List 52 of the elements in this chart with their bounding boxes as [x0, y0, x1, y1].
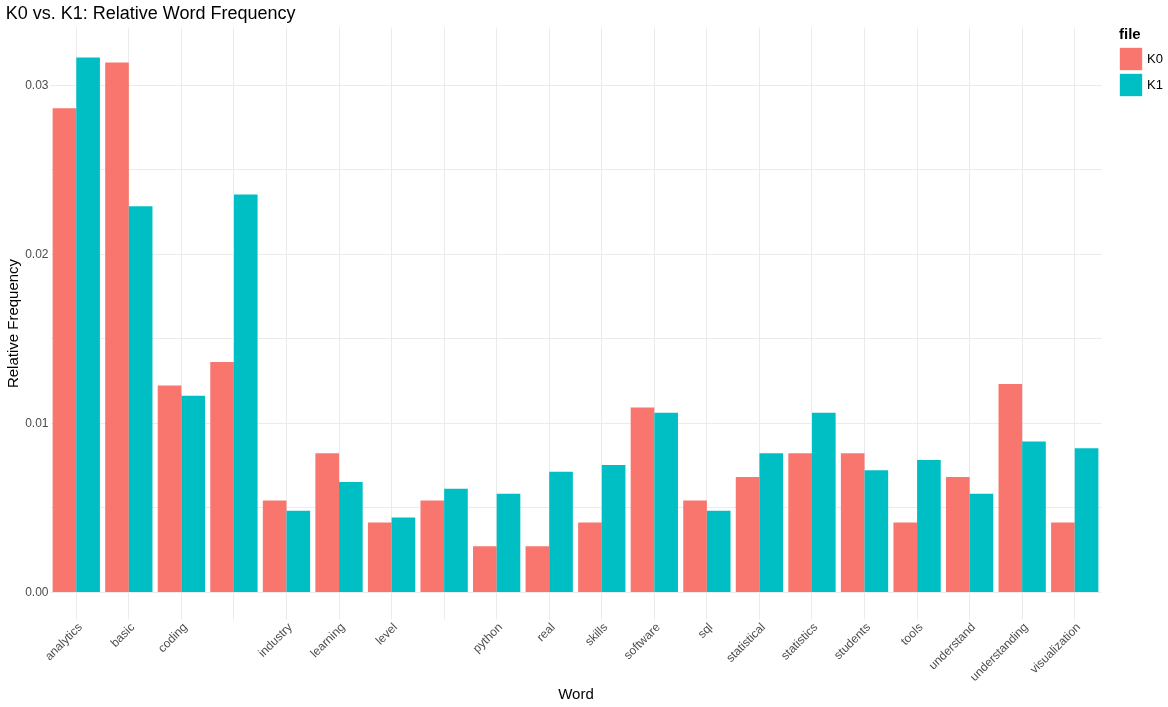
- bar: [286, 510, 311, 592]
- bar: [969, 493, 994, 592]
- bar: [654, 412, 678, 592]
- bar: [181, 395, 206, 592]
- bar: [233, 194, 258, 592]
- bar: [473, 546, 497, 592]
- bar: [601, 465, 626, 592]
- legend-title: file: [1119, 25, 1141, 42]
- y-tick-label: 0.03: [25, 78, 49, 93]
- bar: [759, 453, 784, 592]
- bar: [52, 108, 77, 592]
- bar: [128, 206, 153, 592]
- bar: [788, 453, 812, 592]
- bar: [840, 453, 865, 592]
- bar: [391, 517, 416, 592]
- y-tick-label: 0.01: [25, 416, 49, 431]
- bar: [157, 385, 182, 592]
- y-tick-label: 0.02: [25, 247, 49, 262]
- bar: [444, 488, 468, 592]
- bar: [262, 500, 287, 592]
- bar: [811, 412, 836, 592]
- bar: [998, 383, 1023, 592]
- bar: [210, 361, 234, 592]
- bar: [339, 481, 363, 592]
- y-axis-title: Relative Frequency: [4, 258, 22, 389]
- bar: [917, 460, 941, 592]
- bar: [578, 522, 602, 592]
- y-tick-label: 0.00: [25, 585, 49, 600]
- bar: [864, 470, 889, 592]
- bar: [525, 546, 550, 592]
- legend-label: K0: [1147, 51, 1163, 66]
- bar: [367, 522, 392, 592]
- bar: [549, 471, 573, 592]
- x-axis-title: Word: [558, 685, 594, 703]
- bar: [420, 500, 445, 592]
- bar: [945, 476, 970, 592]
- bar: [76, 57, 100, 592]
- bar: [315, 453, 340, 592]
- bar: [1022, 441, 1046, 592]
- chart-title: K0 vs. K1: Relative Word Frequency: [5, 3, 296, 23]
- bar: [1074, 448, 1099, 592]
- bar: [735, 476, 760, 592]
- bar: [630, 407, 655, 592]
- bar: [683, 500, 707, 592]
- bar: [105, 62, 129, 592]
- x-tick-label: sql: [694, 620, 716, 641]
- bar: [1051, 522, 1075, 592]
- bar: [496, 493, 521, 592]
- legend-label: K1: [1147, 77, 1163, 92]
- bar: [706, 510, 731, 592]
- bar: [893, 522, 918, 592]
- x-tick-label: real: [533, 620, 558, 645]
